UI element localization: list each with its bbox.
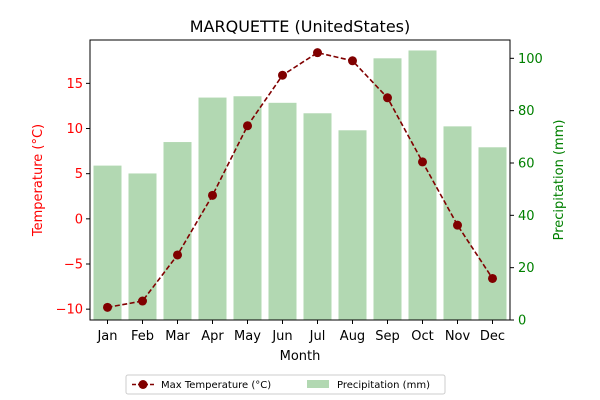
left-axis-tick-label: 15 bbox=[66, 77, 83, 92]
chart-title: MARQUETTE (UnitedStates) bbox=[190, 17, 410, 36]
precipitation-bars bbox=[93, 50, 507, 321]
right-axis-tick-label: 60 bbox=[518, 156, 535, 171]
right-axis: 0 20 40 60 80 100 bbox=[510, 52, 543, 329]
temperature-point bbox=[418, 157, 427, 167]
legend-frame bbox=[125, 374, 446, 395]
x-axis-tick-label: Sep bbox=[375, 329, 400, 344]
left-axis: −10 −5 0 5 10 15 bbox=[56, 77, 90, 318]
temperature-point bbox=[383, 93, 392, 103]
left-axis-tick-label: −10 bbox=[56, 303, 83, 318]
left-axis-tick-label: 10 bbox=[66, 122, 83, 137]
right-axis-tick-label: 40 bbox=[518, 209, 535, 224]
precipitation-bar bbox=[478, 147, 507, 320]
precipitation-bar bbox=[198, 97, 227, 320]
precipitation-bar bbox=[303, 113, 332, 320]
left-axis-tick-label: 0 bbox=[75, 212, 83, 227]
x-axis-tick-label: Jul bbox=[309, 329, 326, 344]
temperature-point bbox=[103, 302, 112, 312]
legend-label-temperature: Max Temperature (°C) bbox=[161, 380, 271, 391]
right-axis-title: Precipitation (mm) bbox=[552, 120, 567, 241]
x-axis: Jan Feb Mar Apr May Jun Jul Aug Sep Oct Nov Dec bbox=[96, 320, 505, 344]
precipitation-bar bbox=[268, 102, 297, 320]
temperature-series-line bbox=[107, 51, 494, 309]
right-axis-tick-label: 100 bbox=[518, 52, 543, 67]
precipitation-bar bbox=[128, 173, 157, 320]
precipitation-bar bbox=[93, 165, 122, 320]
x-axis-tick-label: Jan bbox=[96, 329, 117, 344]
right-axis-tick-label: 20 bbox=[518, 261, 535, 276]
x-axis-tick-label: Nov bbox=[445, 329, 471, 344]
temperature-point bbox=[348, 56, 357, 66]
temperature-point bbox=[208, 190, 217, 200]
precipitation-bar bbox=[408, 50, 437, 321]
left-axis-tick-label: −5 bbox=[64, 258, 83, 273]
legend-bar-swatch bbox=[307, 380, 329, 388]
temperature-point bbox=[278, 70, 287, 80]
right-axis-tick-label: 0 bbox=[518, 314, 526, 329]
precipitation-bar bbox=[233, 96, 262, 320]
legend-label-precipitation: Precipitation (mm) bbox=[337, 380, 430, 391]
temperature-point bbox=[313, 48, 322, 58]
temperature-point bbox=[173, 250, 182, 260]
x-axis-title: Month bbox=[280, 349, 321, 364]
temperature-point bbox=[453, 220, 462, 230]
left-axis-title: Temperature (°C) bbox=[31, 124, 46, 237]
temperature-point bbox=[243, 121, 252, 131]
x-axis-tick-label: Mar bbox=[165, 329, 190, 344]
left-axis-tick-label: 5 bbox=[75, 167, 83, 182]
x-axis-tick-label: Apr bbox=[201, 329, 224, 344]
legend: Max Temperature (°C) Precipitation (mm) bbox=[125, 374, 446, 395]
x-axis-tick-label: Oct bbox=[411, 329, 433, 344]
precipitation-bar bbox=[338, 130, 367, 320]
precipitation-bar bbox=[163, 142, 192, 320]
x-axis-tick-label: May bbox=[234, 329, 261, 344]
temperature-point bbox=[488, 273, 497, 283]
legend-marker-swatch bbox=[138, 380, 148, 389]
x-axis-tick-label: Jun bbox=[271, 329, 292, 344]
x-axis-tick-label: Feb bbox=[131, 329, 154, 344]
temperature-line bbox=[103, 48, 497, 312]
temperature-point bbox=[138, 296, 147, 306]
x-axis-tick-label: Aug bbox=[340, 329, 365, 344]
plot-frame bbox=[89, 39, 511, 321]
right-axis-tick-label: 80 bbox=[518, 104, 535, 119]
x-axis-tick-label: Dec bbox=[480, 329, 505, 344]
